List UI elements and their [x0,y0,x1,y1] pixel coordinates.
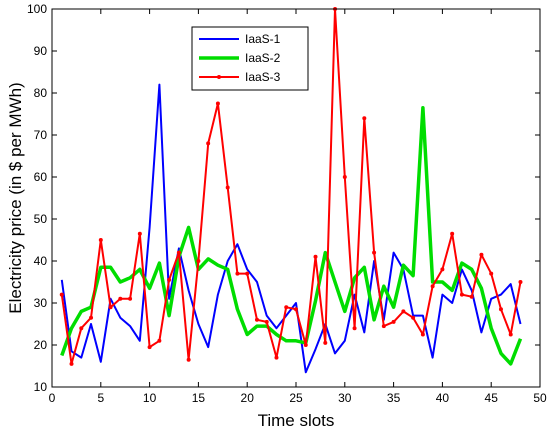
data-point [420,332,425,337]
data-point [401,309,406,314]
y-tick-label: 90 [34,44,48,58]
legend-label: IaaS-2 [245,51,281,65]
data-point [118,296,123,301]
data-point [440,267,445,272]
data-point [498,307,503,312]
x-tick-label: 50 [533,391,547,405]
data-point [323,340,328,345]
y-tick-label: 100 [27,2,47,16]
y-tick-label: 10 [34,380,48,394]
data-point [430,284,435,289]
data-point [508,332,513,337]
series-line-iaas-1 [60,83,522,374]
x-tick-label: 30 [338,391,352,405]
series-layer [59,7,523,374]
data-point [274,355,279,360]
data-point [196,259,201,263]
x-tick-label: 35 [387,391,401,405]
data-point [167,277,172,282]
data-point [215,101,220,106]
y-tick-label: 60 [34,170,48,184]
y-tick-label: 80 [34,86,48,100]
x-tick-label: 45 [485,391,499,405]
data-point [342,175,347,179]
data-point [411,315,416,320]
data-point [254,317,259,322]
data-point [89,315,94,320]
x-tick-label: 25 [289,391,303,405]
y-tick-label: 70 [34,128,48,142]
series-line-iaas-3 [60,8,522,365]
data-point [235,271,240,276]
legend-label: IaaS-3 [245,70,281,84]
data-point [79,326,84,331]
y-tick-label: 30 [34,296,48,310]
data-point [381,324,386,329]
y-axis-title: Electricity price (in $ per MWh) [6,82,25,313]
legend-marker [217,75,221,79]
data-point [391,319,396,324]
data-point [303,343,308,347]
data-point [206,141,211,146]
data-point [313,254,318,259]
tick-layer: 0 5 10 15 20 25 30 35 40 45 50 10 20 30 40 50 60 70 80 90 10… [27,2,547,405]
x-tick-label: 15 [192,391,206,405]
data-point [264,319,269,324]
legend-label: IaaS-1 [245,32,281,46]
data-point [186,357,191,362]
y-tick-label: 40 [34,254,48,268]
x-axis-title: Time slots [258,411,335,430]
data-point [69,361,74,366]
y-tick-label: 50 [34,212,48,226]
x-tick-label: 0 [49,391,56,405]
data-point [294,307,298,312]
x-tick-label: 10 [143,391,157,405]
y-tick-label: 20 [34,338,48,352]
data-point [245,271,250,276]
series-line-iaas-2 [60,105,523,366]
data-point [225,185,230,190]
data-point [479,252,484,257]
x-tick-label: 20 [241,391,255,405]
data-point [352,326,357,331]
data-point [59,292,64,297]
data-point [469,294,474,299]
data-point [372,250,377,255]
data-point [518,280,523,284]
legend: IaaS-1 IaaS-2 IaaS-3 [191,26,309,91]
data-point [489,271,494,276]
data-point [362,116,367,121]
data-point [459,292,464,297]
x-tick-label: 5 [97,391,104,405]
data-point [157,338,162,343]
data-point [147,345,152,350]
data-point [137,231,142,236]
data-point [108,305,113,310]
data-point [128,296,133,301]
data-point [450,231,455,236]
data-point [176,250,181,255]
x-tick-label: 40 [436,391,450,405]
data-point [98,238,103,242]
data-point [284,305,289,310]
